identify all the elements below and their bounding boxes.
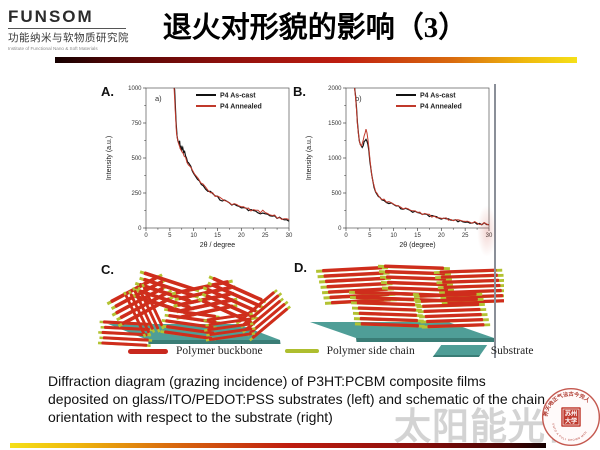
figure-right-border bbox=[494, 84, 496, 358]
panel-a-label: A. bbox=[101, 84, 114, 99]
legend-item-backbone: Polymer buckbone bbox=[128, 345, 263, 357]
svg-text:750: 750 bbox=[131, 121, 142, 127]
polymer-backbone-swatch-icon bbox=[128, 348, 168, 354]
legend-item-substrate: Substrate bbox=[432, 345, 534, 357]
svg-text:a): a) bbox=[155, 94, 162, 103]
funsom-wordmark: FUNSOM bbox=[8, 7, 126, 29]
panel-b-label: B. bbox=[293, 84, 306, 99]
svg-text:0: 0 bbox=[138, 226, 142, 232]
svg-text:500: 500 bbox=[131, 156, 142, 162]
svg-text:1000: 1000 bbox=[328, 156, 342, 162]
institute-name-cn: 功能纳米与软物质研究院 bbox=[8, 32, 129, 44]
seal-center-stamp-icon bbox=[561, 407, 581, 427]
svg-text:0: 0 bbox=[344, 233, 348, 239]
svg-text:30: 30 bbox=[486, 233, 493, 239]
svg-text:20: 20 bbox=[238, 233, 245, 239]
xrd-chart-panel-b: 0 5 10 15 20 25 30 0 500 1000 1500 2000 2θ (degree) I… bbox=[306, 86, 493, 249]
caption-line: Diffraction diagram (grazing incidence) … bbox=[48, 373, 486, 389]
svg-text:30: 30 bbox=[286, 233, 293, 239]
svg-text:0: 0 bbox=[338, 226, 342, 232]
svg-text:20: 20 bbox=[438, 233, 445, 239]
svg-text:0: 0 bbox=[144, 233, 148, 239]
svg-text:2θ (degree): 2θ (degree) bbox=[399, 242, 435, 249]
seal-center-text-1: 苏州 bbox=[565, 410, 577, 418]
svg-text:5: 5 bbox=[168, 233, 172, 239]
svg-text:P4 As-cast: P4 As-cast bbox=[220, 93, 256, 100]
caption-line: orientation with respect to the substrat… bbox=[48, 409, 333, 426]
funsom-logo: FUNSOM 功能纳米与软物质研究院 Institute of Function… bbox=[8, 7, 148, 51]
svg-text:15: 15 bbox=[414, 233, 421, 239]
legend-label: Polymer buckbone bbox=[176, 345, 263, 357]
institute-name-en: Institute of Functional Nano & Soft Mate… bbox=[8, 46, 98, 51]
svg-text:Intensity (a.u.): Intensity (a.u.) bbox=[106, 136, 113, 180]
svg-text:15: 15 bbox=[214, 233, 221, 239]
page-title: 退火对形貌的影响（3） bbox=[162, 12, 468, 44]
legend-label: Substrate bbox=[490, 345, 534, 357]
svg-text:500: 500 bbox=[331, 191, 342, 197]
svg-text:10: 10 bbox=[190, 233, 197, 239]
footer-gradient-divider bbox=[10, 443, 546, 448]
substrate-swatch-icon bbox=[432, 345, 487, 357]
svg-text:10: 10 bbox=[390, 233, 397, 239]
svg-text:P4 As-cast: P4 As-cast bbox=[420, 93, 456, 100]
schematic-disordered-chains bbox=[97, 269, 293, 348]
panel-d-label: D. bbox=[294, 260, 307, 275]
svg-text:1000: 1000 bbox=[128, 86, 142, 92]
university-seal: 养天地正气法古今完人 UNTO A FULL GROWN MAN 苏州 大学 bbox=[541, 387, 600, 447]
seal-center-text-2: 大学 bbox=[565, 417, 577, 425]
header-gradient-divider bbox=[55, 57, 577, 63]
figure-caption: Diffraction diagram (grazing incidence) … bbox=[48, 372, 545, 427]
polymer-side-chain-swatch-icon bbox=[284, 349, 319, 353]
svg-text:25: 25 bbox=[462, 233, 469, 239]
svg-text:2000: 2000 bbox=[328, 86, 342, 92]
panel-c-label: C. bbox=[101, 262, 114, 277]
svg-text:1500: 1500 bbox=[328, 121, 342, 127]
svg-text:b): b) bbox=[355, 94, 362, 103]
svg-text:P4 Annealed: P4 Annealed bbox=[420, 104, 462, 111]
schematic-ordered-chains bbox=[310, 264, 504, 342]
svg-text:25: 25 bbox=[262, 233, 269, 239]
legend-label: Polymer side chain bbox=[326, 345, 415, 357]
caption-line: deposited on glass/ITO/PEDOT:PSS substra… bbox=[48, 391, 545, 408]
svg-text:250: 250 bbox=[131, 191, 142, 197]
legend-item-side-chain: Polymer side chain bbox=[284, 345, 415, 357]
figure-legend: Polymer buckbone Polymer side chain Subs… bbox=[128, 345, 534, 357]
svg-text:2θ / degree: 2θ / degree bbox=[200, 242, 236, 249]
xrd-chart-as-panel-a: 0 5 10 15 20 25 30 0 250 500 750 1000 2θ / degree Int… bbox=[106, 86, 293, 249]
faint-stamp-watermark bbox=[477, 205, 497, 257]
svg-text:Intensity (a.u.): Intensity (a.u.) bbox=[306, 136, 313, 180]
svg-text:5: 5 bbox=[368, 233, 372, 239]
svg-text:P4 Annealed: P4 Annealed bbox=[220, 104, 262, 111]
